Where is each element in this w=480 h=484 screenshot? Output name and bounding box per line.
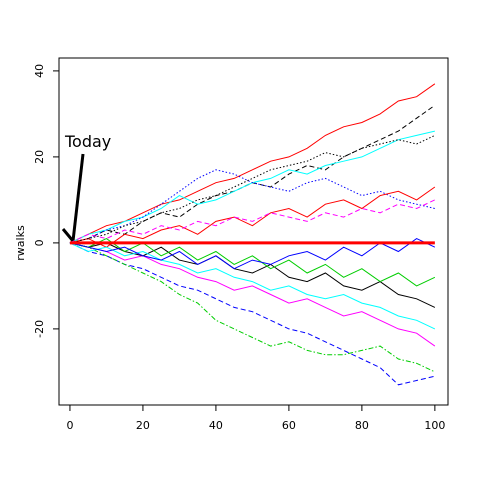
walk-line (69, 169, 435, 244)
walk-line (69, 186, 436, 248)
y-tick-label: -20 (33, 320, 46, 338)
x-tick-label: 80 (355, 419, 369, 432)
x-tick-label: 60 (282, 419, 296, 432)
walk-line (69, 242, 436, 330)
annotation: Today (64, 132, 111, 151)
y-tick-label: 40 (33, 64, 46, 78)
walk-line (69, 242, 435, 386)
y-tick-label: 0 (33, 239, 46, 246)
x-tick-label: 100 (424, 419, 445, 432)
walk-line (69, 134, 436, 244)
walk-line (69, 242, 436, 373)
annotation-arrow (61, 153, 85, 242)
arrow-head (61, 228, 75, 242)
walk-line (69, 238, 436, 287)
y-tick-label: 20 (33, 150, 46, 164)
walk-line (69, 83, 436, 244)
y-axis-label: rwalks (14, 225, 27, 261)
x-tick-label: 0 (66, 419, 73, 432)
walk-line (69, 199, 436, 244)
walk-line (69, 242, 436, 347)
x-tick-label: 40 (209, 419, 223, 432)
x-tick-label: 20 (136, 419, 150, 432)
walk-line (69, 242, 436, 308)
walk-line (69, 238, 436, 270)
walk-line (69, 104, 436, 244)
arrow-shaft (71, 153, 85, 242)
